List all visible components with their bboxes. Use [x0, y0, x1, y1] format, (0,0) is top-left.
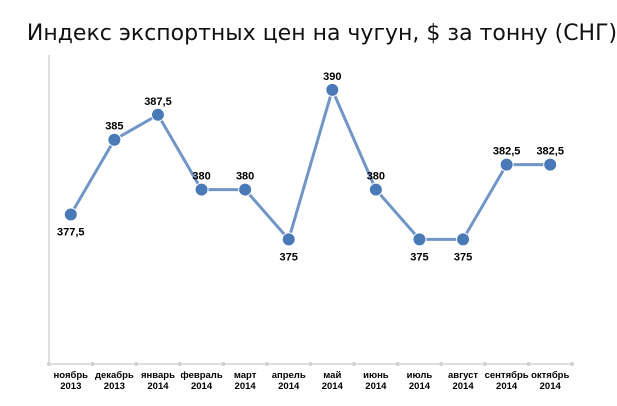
- x-tick-label-month: август: [448, 370, 478, 381]
- x-tick-label-month: февраль: [180, 370, 222, 381]
- x-tick-label-year: 2014: [365, 381, 387, 392]
- x-axis-tick: [308, 362, 313, 366]
- data-label: 375: [280, 251, 298, 263]
- data-label: 382,5: [493, 146, 521, 158]
- data-label: 375: [454, 251, 472, 263]
- data-label: 387,5: [144, 96, 172, 108]
- x-axis-tick: [221, 362, 226, 366]
- x-axis-tick: [570, 362, 574, 366]
- x-tick-label-year: 2014: [409, 381, 431, 392]
- x-axis-tick: [134, 362, 139, 366]
- data-label: 375: [410, 251, 428, 263]
- data-label: 382,5: [536, 146, 564, 158]
- x-axis-tick: [439, 362, 444, 366]
- data-point: [456, 232, 471, 247]
- x-axis-tick: [177, 362, 182, 366]
- data-label: 380: [192, 171, 210, 183]
- x-axis-tick: [352, 362, 357, 366]
- x-tick-label-month: октябрь: [531, 370, 569, 381]
- x-tick-label-month: сентябрь: [485, 370, 529, 381]
- x-tick-label-year: 2014: [235, 381, 257, 392]
- x-tick-label-year: 2014: [496, 381, 518, 392]
- data-point: [63, 207, 78, 222]
- x-tick-label-month: январь: [141, 370, 175, 381]
- x-tick-label-year: 2013: [104, 381, 125, 392]
- data-point: [238, 182, 253, 197]
- data-label: 377,5: [57, 226, 85, 238]
- x-tick-label-month: март: [234, 370, 257, 381]
- data-label: 390: [323, 71, 341, 83]
- data-point: [194, 182, 209, 197]
- data-point: [499, 157, 514, 172]
- series-line: [69, 88, 551, 241]
- x-tick-label-month: май: [323, 370, 341, 381]
- data-point: [368, 182, 383, 197]
- x-tick-label-month: апрель: [272, 370, 306, 381]
- x-tick-label-year: 2014: [147, 381, 169, 392]
- x-tick-label-year: 2013: [60, 381, 81, 392]
- x-axis-tick: [90, 362, 95, 366]
- data-point: [543, 157, 558, 172]
- data-point: [325, 82, 340, 97]
- data-point: [150, 107, 165, 122]
- data-label: 385: [105, 121, 123, 133]
- data-label: 380: [367, 171, 385, 183]
- x-axis-tick: [395, 362, 400, 366]
- x-tick-label-year: 2014: [452, 381, 474, 392]
- x-tick-label-year: 2014: [322, 381, 344, 392]
- x-axis-tick: [482, 362, 487, 366]
- data-point: [281, 232, 296, 247]
- x-axis-tick: [47, 362, 51, 366]
- data-point: [412, 232, 427, 247]
- x-tick-label-year: 2014: [191, 381, 213, 392]
- x-tick-label-month: июль: [407, 370, 433, 381]
- x-tick-label-year: 2014: [278, 381, 300, 392]
- x-tick-label-month: декабрь: [95, 370, 134, 381]
- x-tick-label-month: ноябрь: [54, 370, 89, 381]
- data-point: [107, 132, 122, 147]
- x-axis-tick: [526, 362, 531, 366]
- x-tick-label-year: 2014: [540, 381, 562, 392]
- chart-title: Индекс экспортных цен на чугун, $ за тон…: [27, 21, 617, 46]
- x-tick-label-month: июнь: [363, 370, 389, 381]
- x-axis-tick: [264, 362, 269, 366]
- data-label: 380: [236, 171, 254, 183]
